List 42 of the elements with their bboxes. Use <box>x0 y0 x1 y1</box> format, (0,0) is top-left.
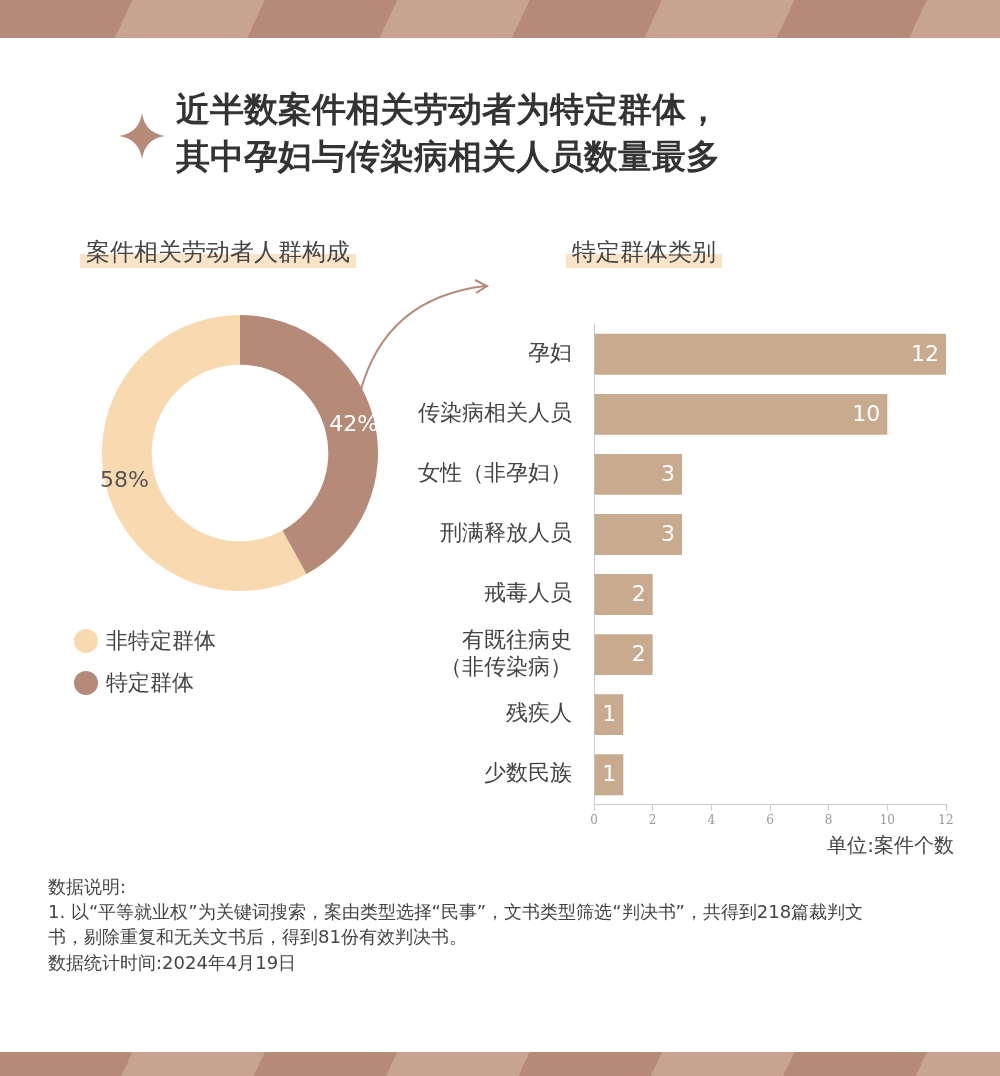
y-tick-label: 残疾人 <box>506 700 572 726</box>
data-label: 42% <box>329 410 379 436</box>
legend-label: 特定群体 <box>106 669 194 697</box>
data-label: 12 <box>911 340 939 366</box>
data-label: 58% <box>99 466 149 492</box>
y-tick-label: 孕妇 <box>528 339 572 365</box>
x-tick-label: 6 <box>766 813 774 828</box>
x-axis-title: 单位:案件个数 <box>827 832 954 859</box>
text: 数据统计时间:2024年4月19日 <box>48 950 298 975</box>
text: 数据说明: <box>48 875 128 899</box>
x-tick-label: 12 <box>938 813 954 828</box>
legend-label: 非特定群体 <box>106 627 216 655</box>
data-label: 2 <box>631 581 646 607</box>
bar <box>594 574 653 615</box>
bar <box>594 453 682 495</box>
text: 1. 以“平等就业权”为关键词搜索，案由类型选择“民事”，文书类型筛选“判决书”，共得到218篇裁判文书，剔除重复和无关文书后，得到81份有效判决书。 <box>48 900 865 950</box>
bar <box>594 333 946 375</box>
y-tick-label: 刑满释放人员 <box>440 520 572 546</box>
x-tick-label: 4 <box>707 813 716 828</box>
chart-subtitle: 特定群体类别 <box>566 236 722 268</box>
bar <box>594 634 653 676</box>
data-label: 1 <box>602 761 617 787</box>
x-tick-label: 2 <box>648 813 657 828</box>
data-label: 1 <box>602 701 617 727</box>
bar <box>594 514 682 555</box>
bar <box>594 754 624 796</box>
data-label: 10 <box>852 401 881 427</box>
data-label: 3 <box>661 521 675 547</box>
x-tick-label: 0 <box>590 813 598 828</box>
text: 近半数案件相关劳动者为特定群体，其中孕妇与传染病相关人员数量最多 <box>176 88 721 178</box>
y-tick-label: 女性（非孕妇） <box>418 460 572 486</box>
y-tick-label: 戒毒人员 <box>484 580 572 606</box>
data-label: 2 <box>631 641 646 667</box>
y-tick-label: 传染病相关人员 <box>418 400 572 426</box>
x-tick-label: 8 <box>824 813 833 828</box>
y-tick-label: 少数民族 <box>484 760 572 786</box>
bar <box>594 694 624 736</box>
bar <box>594 393 888 435</box>
y-tick-label: 有既往病史（非传染病） <box>440 627 572 679</box>
x-tick-label: 10 <box>879 813 895 828</box>
data-label: 3 <box>661 461 675 487</box>
chart-subtitle: 案件相关劳动者人群构成 <box>80 236 356 268</box>
